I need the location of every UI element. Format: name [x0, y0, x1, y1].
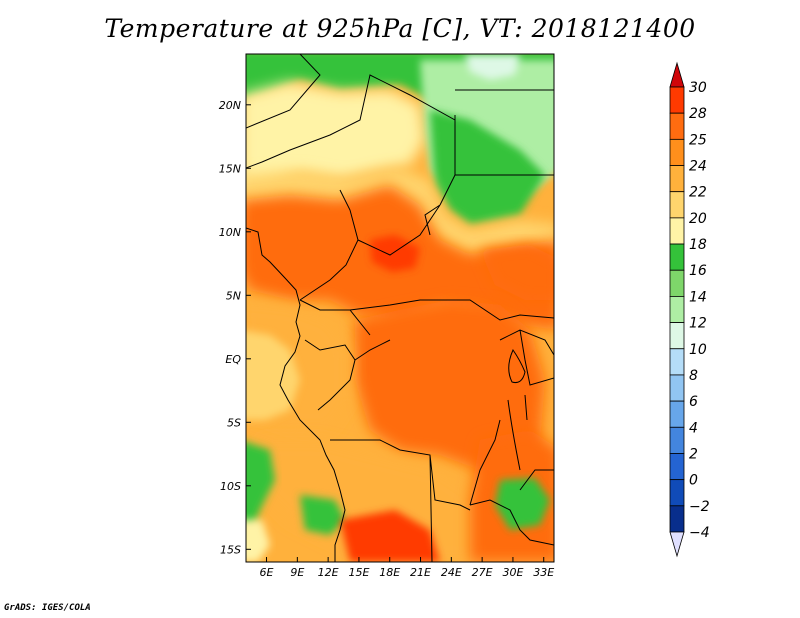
lon-tick-label: 21E [410, 566, 431, 579]
region-angola-green-2 [300, 495, 345, 535]
colorbar-over-arrow [669, 61, 685, 88]
lon-tick-label: 33E [533, 566, 554, 579]
colorbar-swatch [669, 191, 685, 219]
region-highlands-green [495, 478, 550, 530]
region-angola-green [246, 442, 275, 540]
colorbar-swatch [669, 453, 685, 481]
region-hottest-blob [370, 235, 420, 272]
lon-axis: 6E 9E 12E 15E 18E 21E 24E 27E 30E 33E [260, 557, 554, 579]
colorbar-swatch [669, 348, 685, 376]
colorbar-swatch [669, 426, 685, 454]
colorbar-swatch [669, 217, 685, 245]
lat-tick-label: 10S [220, 480, 241, 493]
colorbar-swatch [669, 374, 685, 402]
lake-outline [508, 348, 526, 383]
region-east-africa-hot [480, 245, 554, 300]
colorbar-label: 18 [689, 237, 707, 253]
region-egypt-whitish [465, 55, 520, 80]
colorbar-label: 14 [689, 289, 707, 305]
border-line [330, 439, 471, 562]
colorbar-label: 2 [689, 446, 698, 462]
colorbar-swatch [669, 400, 685, 428]
colorbar-swatch [669, 165, 685, 193]
lon-tick-label: 24E [441, 566, 462, 579]
lat-tick-label: EQ [225, 353, 241, 366]
colorbar-swatch [669, 86, 685, 114]
colorbar-swatch [669, 322, 685, 350]
colorbar-label: 6 [689, 394, 698, 410]
colorbar-label: −2 [689, 499, 710, 515]
lon-tick-label: 12E [318, 566, 339, 579]
lat-tick-label: 5N [226, 289, 241, 302]
colorbar-label: 12 [689, 316, 707, 332]
lat-tick-label: 10N [219, 226, 241, 239]
colorbar-label: 4 [689, 420, 698, 436]
colorbar-under-arrow [669, 531, 685, 558]
lake-outline [507, 394, 528, 471]
colorbar-label: 25 [689, 132, 707, 148]
coastline [246, 227, 346, 562]
lon-tick-label: 6E [260, 566, 274, 579]
colorbar-swatch [669, 269, 685, 297]
colorbar-label: 0 [689, 473, 698, 489]
country-borders [246, 54, 554, 562]
colorbar-label: 28 [689, 106, 707, 122]
lon-tick-label: 30E [502, 566, 523, 579]
colorbar-label: 16 [689, 263, 707, 279]
border-line [469, 329, 554, 506]
map-frame [245, 53, 555, 563]
border-line [454, 89, 554, 176]
colorbar-label: 30 [689, 80, 707, 96]
colorbar-label: 10 [689, 342, 707, 358]
region-sudan-green [430, 110, 545, 225]
region-congo-basin [355, 300, 545, 480]
lat-tick-label: 5S [227, 416, 241, 429]
colorbar-swatch [669, 505, 685, 533]
border-line [299, 189, 441, 301]
border-line [304, 339, 391, 411]
lon-tick-label: 15E [348, 566, 369, 579]
region-southern-hot [340, 510, 440, 562]
map-title: Temperature at 925hPa [C], VT: 201812140… [104, 14, 696, 43]
lon-tick-label: 9E [290, 566, 304, 579]
colorbar-swatch [669, 138, 685, 166]
colorbar-label: 20 [689, 211, 707, 227]
lon-tick-label: 18E [379, 566, 400, 579]
lon-tick-label: 27E [472, 566, 493, 579]
grads-credit: GrADS: IGES/COLA [4, 603, 91, 613]
lat-tick-label: 15N [219, 162, 241, 175]
colorbar-swatch [669, 479, 685, 507]
colorbar-swatch [669, 296, 685, 323]
region-southwest-yellow [246, 520, 270, 562]
colorbar-label: 8 [689, 368, 698, 384]
colorbar-swatch [669, 112, 685, 140]
colorbar-swatch [669, 243, 685, 271]
lat-tick-label: 20N [219, 99, 241, 112]
lat-axis: 20N 15N 10N 5N EQ 5S 10S 15S [219, 99, 251, 556]
temperature-field [246, 54, 554, 562]
colorbar-label: 22 [689, 185, 707, 201]
border-line [299, 299, 554, 336]
colorbar-label: 24 [689, 159, 707, 175]
lat-tick-label: 15S [220, 543, 241, 556]
colorbar-label: −4 [689, 525, 710, 541]
border-line [469, 469, 554, 546]
